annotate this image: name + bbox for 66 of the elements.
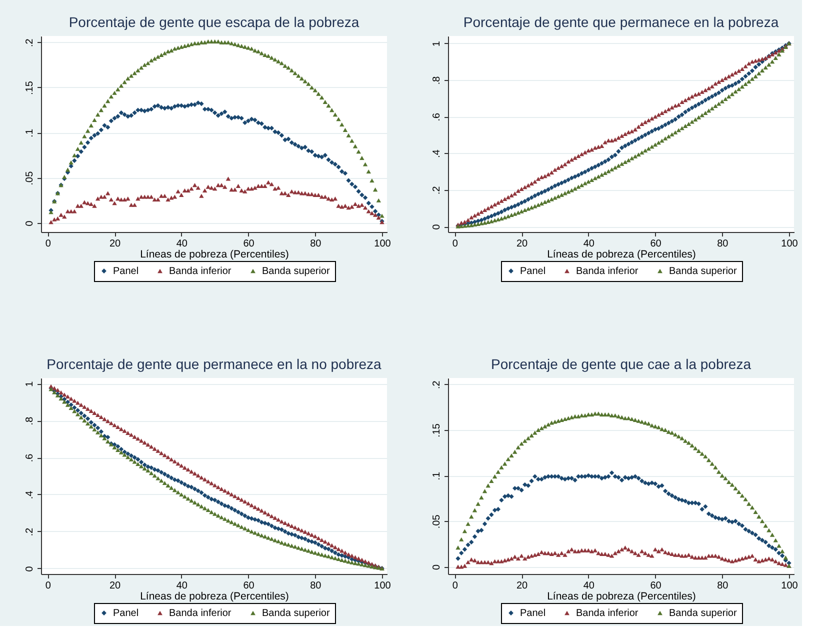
x-tick-label: 100 [781,580,798,592]
y-tick-label: 0 [24,566,36,572]
x-tick-label: 20 [516,238,528,250]
y-tick-label: .4 [24,490,36,500]
y-tick-label: 0 [24,220,36,226]
legend-label: Panel [113,266,139,277]
y-tick-label: .2 [24,38,36,47]
y-tick-label: .15 [24,80,36,95]
x-tick-label: 40 [583,238,595,250]
x-tick-label: 40 [176,580,188,592]
legend-label: Banda inferior [169,266,232,277]
x-axis-title: Líneas de pobreza (Percentiles) [140,248,289,260]
x-tick-label: 60 [650,580,662,592]
y-tick-label: .8 [432,76,442,85]
x-tick-label: 0 [45,580,52,592]
x-tick-label: 80 [717,238,729,250]
chart-title: Porcentaje de gente que escapa de la pobreza [68,14,360,30]
legend-label: Banda inferior [576,608,639,619]
y-tick-label: 0 [432,224,442,230]
chart-title: Porcentaje de gente que permanece en la no pobreza [46,356,382,372]
y-tick-label: 0 [432,564,442,570]
y-tick-label: 1 [432,40,442,47]
x-axis-title: Líneas de pobreza (Percentiles) [547,248,696,260]
x-tick-label: 100 [374,580,392,592]
legend-label: Banda inferior [576,266,639,277]
x-tick-label: 60 [243,238,255,250]
y-tick-label: .6 [432,112,442,122]
x-axis-title: Líneas de pobreza (Percentiles) [140,590,289,602]
x-tick-label: 60 [650,238,662,250]
legend-label: Banda inferior [169,608,232,619]
x-tick-label: 0 [452,580,458,592]
y-tick-label: .1 [432,471,442,480]
x-axis-title: Líneas de pobreza (Percentiles) [547,590,696,602]
x-tick-label: 40 [176,238,188,250]
x-tick-label: 40 [583,580,595,592]
y-tick-label: .15 [432,423,442,438]
y-tick-label: .8 [24,416,36,426]
y-tick-label: .05 [24,170,36,186]
y-tick-label: .1 [24,128,36,138]
legend-label: Banda superior [262,608,330,619]
x-tick-label: 80 [310,238,322,250]
y-tick-label: 1 [24,380,36,387]
x-tick-label: 20 [109,238,122,250]
x-tick-label: 100 [781,238,798,250]
legend-label: Panel [113,608,139,619]
y-tick-label: .6 [24,453,36,462]
y-tick-label: .2 [24,527,36,536]
legend-label: Panel [520,608,546,619]
x-tick-label: 80 [717,580,729,592]
x-tick-label: 80 [310,580,322,592]
legend-label: Banda superior [669,266,738,277]
x-tick-label: 0 [45,238,52,250]
y-tick-label: .05 [432,514,442,529]
x-tick-label: 0 [452,238,458,250]
x-tick-label: 20 [516,580,528,592]
chart-title: Porcentaje de gente que cae a la pobreza [491,356,752,372]
y-tick-label: .2 [432,186,442,195]
chart-title: Porcentaje de gente que permanece en la pobreza [463,14,779,30]
legend-label: Panel [520,266,546,277]
y-tick-label: .4 [432,149,442,158]
legend-label: Banda superior [669,608,738,619]
y-tick-label: .2 [432,380,442,390]
x-tick-label: 100 [374,238,392,250]
x-tick-label: 20 [109,580,122,592]
legend-label: Banda superior [262,266,330,277]
x-tick-label: 60 [243,580,255,592]
